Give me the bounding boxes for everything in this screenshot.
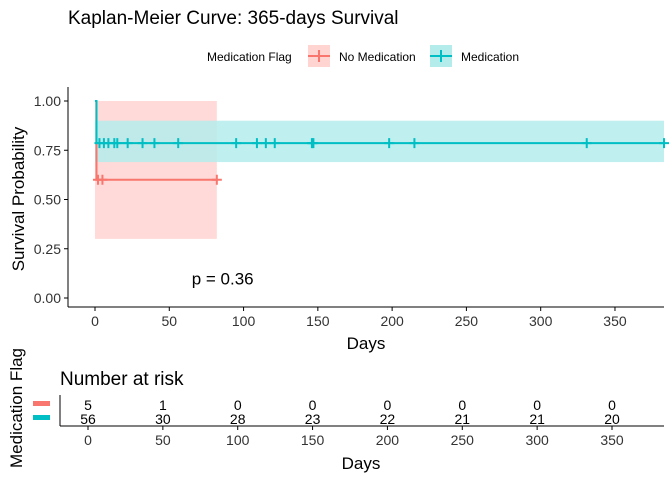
risk-x-tick-label: 100 (226, 432, 250, 448)
main-x-tick-label: 100 (232, 313, 256, 329)
main-x-tick-label: 300 (529, 313, 553, 329)
main-axes (67, 87, 664, 308)
censor-mark-medication (308, 138, 319, 149)
censor-mark-no-medication (211, 174, 222, 185)
risk-strata-key-no-medication (33, 401, 50, 406)
risk-cell-no-medication: 1 (159, 397, 167, 413)
main-x-tick-label: 50 (161, 313, 177, 329)
risk-cell-medication: 20 (604, 411, 620, 427)
risk-cell-no-medication: 0 (608, 397, 616, 413)
risk-x-axis-label: Days (342, 454, 381, 473)
legend-label-medication: Medication (461, 50, 519, 64)
risk-cell-medication: 23 (305, 411, 321, 427)
risk-cell-no-medication: 0 (533, 397, 541, 413)
risk-cell-no-medication: 0 (458, 397, 466, 413)
risk-x-tick-label: 300 (525, 432, 549, 448)
censor-mark-medication (137, 138, 148, 149)
legend: Medication Flag No Medication Medication (207, 45, 519, 67)
survival-curve-medication (95, 100, 664, 145)
risk-table-strata-keys (33, 401, 50, 420)
main-x-ticks: 0 50 100 150 200 250 300 350 (91, 307, 627, 329)
risk-cell-no-medication: 0 (234, 397, 242, 413)
main-y-tick-label: 0.50 (34, 192, 61, 208)
risk-x-tick-label: 350 (600, 432, 624, 448)
risk-cell-medication: 22 (380, 411, 396, 427)
censor-mark-medication (384, 138, 395, 149)
confidence-bands (95, 101, 664, 239)
risk-strata-key-medication (33, 415, 50, 420)
risk-x-tick-label: 50 (155, 432, 171, 448)
risk-table-axes (59, 395, 664, 427)
survival-curves (95, 100, 664, 181)
risk-x-ticks: 0 50 100 150 200 250 300 350 (84, 426, 624, 448)
main-y-tick-label: 0.75 (34, 142, 61, 158)
censor-mark-medication (149, 138, 160, 149)
main-x-axis-label: Days (347, 334, 386, 353)
main-y-ticks: 0.00 0.25 0.50 0.75 1.00 (34, 93, 68, 306)
censor-mark-no-medication (97, 174, 108, 185)
main-x-tick-label: 350 (603, 313, 627, 329)
censor-mark-medication (112, 138, 123, 149)
risk-x-tick-label: 0 (84, 432, 92, 448)
censor-marks (92, 138, 669, 185)
risk-cell-no-medication: 5 (84, 397, 92, 413)
censor-mark-medication (260, 138, 271, 149)
risk-x-tick-label: 250 (451, 432, 475, 448)
risk-cell-medication: 28 (230, 411, 246, 427)
legend-label-no-medication: No Medication (339, 50, 416, 64)
main-x-tick-label: 0 (91, 313, 99, 329)
risk-cell-no-medication: 0 (384, 397, 392, 413)
risk-y-axis-label: Medication Flag (7, 348, 26, 468)
censor-mark-medication (409, 138, 420, 149)
censor-mark-medication (122, 138, 133, 149)
chart-title: Kaplan-Meier Curve: 365-days Survival (68, 8, 399, 29)
risk-table-title: Number at risk (60, 369, 184, 390)
risk-cell-medication: 21 (529, 411, 545, 427)
main-x-tick-label: 150 (306, 313, 330, 329)
risk-cell-medication: 21 (454, 411, 470, 427)
main-x-tick-label: 200 (380, 313, 404, 329)
risk-cell-no-medication: 0 (309, 397, 317, 413)
risk-table-cells: 5 1 0 0 0 0 0 0 56 30 28 23 22 21 21 20 (80, 397, 620, 427)
main-y-tick-label: 1.00 (34, 93, 61, 109)
censor-mark-medication (231, 138, 242, 149)
censor-mark-medication (251, 138, 262, 149)
p-value-annotation: p = 0.36 (192, 269, 254, 288)
main-y-tick-label: 0.00 (34, 290, 61, 306)
legend-title: Medication Flag (207, 50, 292, 64)
censor-mark-medication (173, 138, 184, 149)
risk-cell-medication: 30 (155, 411, 171, 427)
risk-cell-medication: 56 (80, 411, 96, 427)
ci-band-medication (95, 120, 664, 163)
risk-x-tick-label: 150 (301, 432, 325, 448)
risk-x-tick-label: 200 (376, 432, 400, 448)
censor-mark-medication (659, 138, 669, 149)
main-y-axis-label: Survival Probability (9, 126, 28, 271)
main-y-tick-label: 0.25 (34, 241, 61, 257)
main-x-tick-label: 250 (455, 313, 479, 329)
censor-mark-medication (269, 138, 280, 149)
censor-mark-medication (581, 138, 592, 149)
